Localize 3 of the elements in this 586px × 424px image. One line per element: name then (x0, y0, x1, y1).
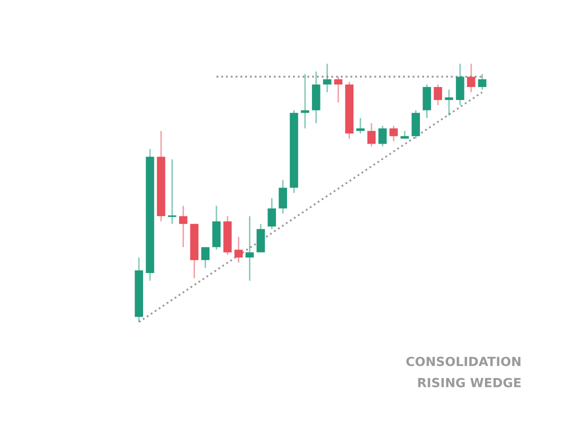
text: RISING WEDGE (418, 378, 521, 388)
candlestick (400, 130, 409, 140)
text: CONSOLIDATION (406, 356, 520, 366)
